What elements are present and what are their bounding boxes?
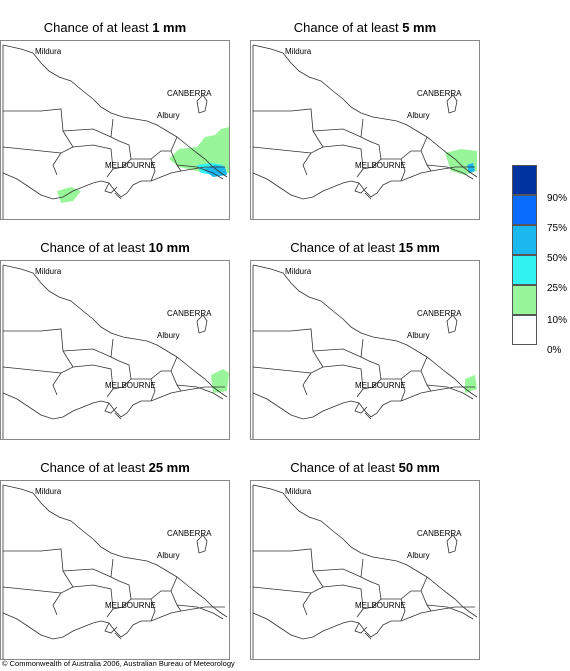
panel-amount: 50 mm	[398, 460, 440, 475]
rainfall-map: Mildura CANBERRA Albury MELBOURNE	[0, 40, 230, 220]
city-label-melbourne: MELBOURNE	[105, 601, 156, 610]
city-label-canberra: CANBERRA	[167, 309, 212, 318]
panel-amount: 5 mm	[402, 20, 437, 35]
rainfall-map: Mildura CANBERRA Albury MELBOURNE	[250, 260, 480, 440]
city-label-melbourne: MELBOURNE	[105, 161, 156, 170]
rainfall-map: Mildura CANBERRA Albury MELBOURNE	[250, 480, 480, 660]
rainfall-map: Mildura CANBERRA Albury MELBOURNE	[0, 260, 230, 440]
city-label-melbourne: MELBOURNE	[355, 601, 406, 610]
city-label-albury: Albury	[157, 111, 180, 120]
city-label-albury: Albury	[407, 551, 430, 560]
legend-swatch-10-25	[512, 285, 537, 315]
probability-legend: 90% 75% 50% 25% 10% 0%	[512, 165, 567, 356]
city-label-mildura: Mildura	[285, 47, 312, 56]
legend-label: 0%	[547, 345, 562, 356]
panel-amount: 1 mm	[152, 20, 187, 35]
city-label-melbourne: MELBOURNE	[105, 381, 156, 390]
panel-amount: 10 mm	[148, 240, 190, 255]
legend-label: 75%	[547, 223, 568, 234]
legend-swatch-90-100	[512, 165, 537, 195]
panel-title: Chance of at least 1 mm	[43, 20, 187, 35]
city-label-melbourne: MELBOURNE	[355, 381, 406, 390]
city-label-albury: Albury	[157, 331, 180, 340]
city-label-albury: Albury	[407, 331, 430, 340]
city-label-mildura: Mildura	[285, 487, 312, 496]
panel-title: Chance of at least 10 mm	[40, 240, 190, 255]
probability-shading	[445, 149, 477, 175]
city-label-mildura: Mildura	[35, 267, 62, 276]
city-label-melbourne: MELBOURNE	[355, 161, 406, 170]
legend-label: 50%	[547, 253, 568, 264]
panel-title: Chance of at least 5 mm	[293, 20, 437, 35]
legend-swatch-75-90	[512, 195, 537, 225]
city-label-canberra: CANBERRA	[417, 529, 462, 538]
legend-label: 10%	[547, 315, 568, 326]
rainfall-map: Mildura CANBERRA Albury MELBOURNE	[0, 480, 230, 660]
rainfall-map: Mildura CANBERRA Albury MELBOURNE	[250, 40, 480, 220]
legend-swatch-25-50	[512, 255, 537, 285]
probability-shading	[465, 375, 477, 393]
city-label-mildura: Mildura	[285, 267, 312, 276]
city-label-canberra: CANBERRA	[167, 89, 212, 98]
city-label-canberra: CANBERRA	[417, 309, 462, 318]
legend-label: 25%	[547, 283, 568, 294]
city-label-mildura: Mildura	[35, 47, 62, 56]
city-label-mildura: Mildura	[35, 487, 62, 496]
panel-amount: 15 mm	[398, 240, 440, 255]
city-label-canberra: CANBERRA	[417, 89, 462, 98]
probability-shading	[57, 127, 229, 203]
city-label-canberra: CANBERRA	[167, 529, 212, 538]
panel-title: Chance of at least 50 mm	[290, 460, 440, 475]
copyright-notice: © Commonwealth of Australia 2006, Austra…	[2, 659, 235, 668]
probability-shading	[211, 369, 229, 393]
legend-label: 90%	[547, 193, 568, 204]
panel-title: Chance of at least 15 mm	[290, 240, 440, 255]
legend-swatch-0-10	[512, 315, 537, 345]
legend-swatch-50-75	[512, 225, 537, 255]
panel-amount: 25 mm	[148, 460, 190, 475]
city-label-albury: Albury	[407, 111, 430, 120]
panel-title: Chance of at least 25 mm	[40, 460, 190, 475]
city-label-albury: Albury	[157, 551, 180, 560]
